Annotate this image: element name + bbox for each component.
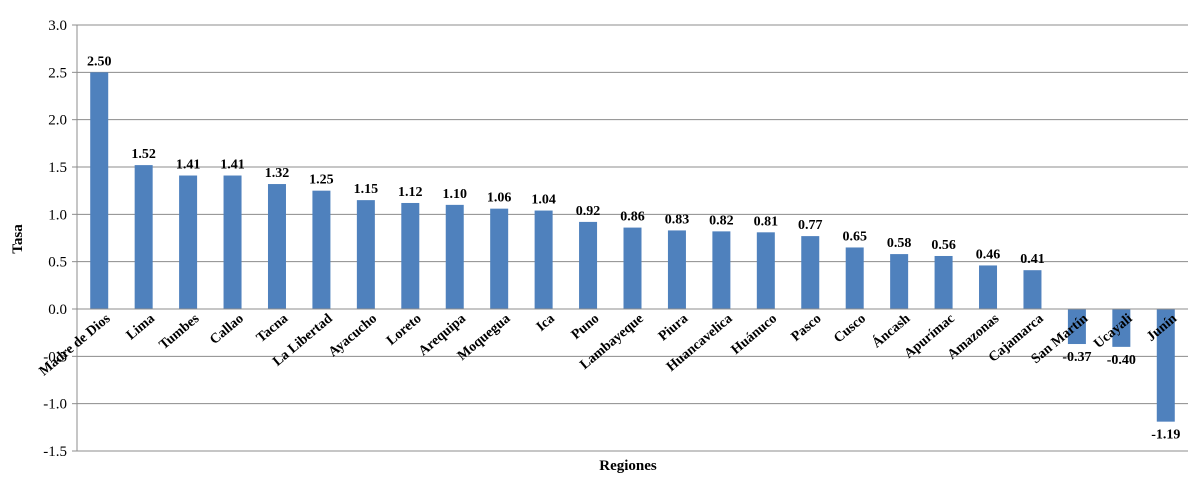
y-tick-label: 2.0 bbox=[48, 113, 67, 129]
category-label: Madre de Dios bbox=[37, 311, 114, 379]
bar bbox=[845, 247, 864, 309]
data-label: 1.04 bbox=[531, 193, 556, 208]
bar bbox=[312, 190, 331, 309]
bar bbox=[445, 204, 464, 309]
y-tick-labels: -1.5 -1.0 -0.5 0.0 0.5 1.0 1.5 2.0 2.5 3.0 bbox=[43, 18, 67, 460]
data-label: 0.82 bbox=[709, 213, 734, 228]
category-label: Ica bbox=[534, 311, 558, 334]
data-label: -1.19 bbox=[1151, 428, 1180, 443]
x-axis-title: Regiones bbox=[599, 458, 657, 474]
y-tick-label: 0.5 bbox=[48, 255, 67, 271]
bar bbox=[1067, 309, 1086, 345]
bar bbox=[267, 184, 286, 309]
y-tick-label: 1.0 bbox=[48, 207, 67, 223]
category-label: Tacna bbox=[254, 311, 291, 346]
data-label: 1.15 bbox=[354, 182, 379, 197]
data-label: 0.56 bbox=[931, 238, 956, 253]
bar bbox=[667, 230, 686, 309]
bar bbox=[579, 221, 598, 309]
bar bbox=[534, 210, 553, 309]
bar bbox=[90, 72, 109, 309]
bar bbox=[801, 236, 820, 309]
category-label: Puno bbox=[569, 311, 602, 342]
category-label: Huánuco bbox=[729, 311, 780, 358]
data-label: 2.50 bbox=[87, 54, 112, 69]
y-tick-label: -0.5 bbox=[43, 349, 67, 365]
data-label: 1.25 bbox=[309, 173, 334, 188]
category-label: Ayacucho bbox=[326, 311, 380, 360]
category-label: Cusco bbox=[831, 311, 869, 346]
y-tick-label: -1.0 bbox=[43, 397, 67, 413]
data-label: 1.32 bbox=[265, 166, 290, 181]
bar bbox=[890, 254, 909, 309]
bar bbox=[223, 175, 242, 309]
y-tick-label: 1.5 bbox=[48, 160, 67, 176]
data-label: 0.92 bbox=[576, 204, 601, 219]
y-tick-label: 2.5 bbox=[48, 65, 67, 81]
y-axis-title: Tasa bbox=[10, 224, 26, 254]
bar bbox=[1156, 309, 1175, 422]
bar bbox=[712, 231, 731, 309]
data-label: 0.86 bbox=[620, 210, 645, 225]
bar bbox=[490, 208, 509, 309]
axes bbox=[76, 25, 1188, 451]
bar bbox=[756, 232, 775, 309]
data-label: -0.40 bbox=[1107, 353, 1136, 368]
data-label: 0.41 bbox=[1020, 252, 1045, 267]
bar bbox=[179, 175, 198, 309]
data-label: 0.46 bbox=[976, 247, 1001, 262]
category-label: Lima bbox=[124, 311, 158, 343]
data-label: 0.65 bbox=[842, 229, 867, 244]
bars bbox=[90, 72, 1175, 422]
data-label: 1.12 bbox=[398, 185, 423, 200]
data-label: 0.77 bbox=[798, 218, 823, 233]
data-label: -0.37 bbox=[1062, 350, 1091, 365]
data-label: 1.10 bbox=[442, 187, 467, 202]
category-label: Pasco bbox=[789, 311, 825, 344]
bar bbox=[623, 227, 642, 309]
data-label: 1.41 bbox=[176, 158, 201, 173]
bar bbox=[401, 202, 420, 309]
y-tick-label: 0.0 bbox=[48, 302, 67, 318]
bar bbox=[356, 200, 375, 309]
data-label: 1.06 bbox=[487, 191, 512, 206]
y-tick-label: 3.0 bbox=[48, 18, 67, 34]
data-label: 0.58 bbox=[887, 236, 912, 251]
data-label: 1.52 bbox=[131, 147, 156, 162]
data-label: 1.41 bbox=[220, 158, 245, 173]
data-label: 0.81 bbox=[754, 214, 779, 229]
bar bbox=[934, 255, 953, 309]
category-label: Tumbes bbox=[157, 311, 203, 353]
y-tick-label: -1.5 bbox=[43, 444, 67, 460]
data-label: 0.83 bbox=[665, 212, 690, 227]
bar bbox=[979, 265, 998, 309]
bar bbox=[134, 165, 153, 309]
category-label: Piura bbox=[656, 311, 691, 344]
category-label: Callao bbox=[207, 311, 246, 347]
category-label: Loreto bbox=[384, 311, 424, 348]
bar bbox=[1112, 309, 1131, 347]
data-labels: 2.50 1.52 1.41 1.41 1.32 1.25 1.15 1.12 1.10 1.06… bbox=[87, 54, 1180, 442]
bar bbox=[1023, 270, 1042, 309]
